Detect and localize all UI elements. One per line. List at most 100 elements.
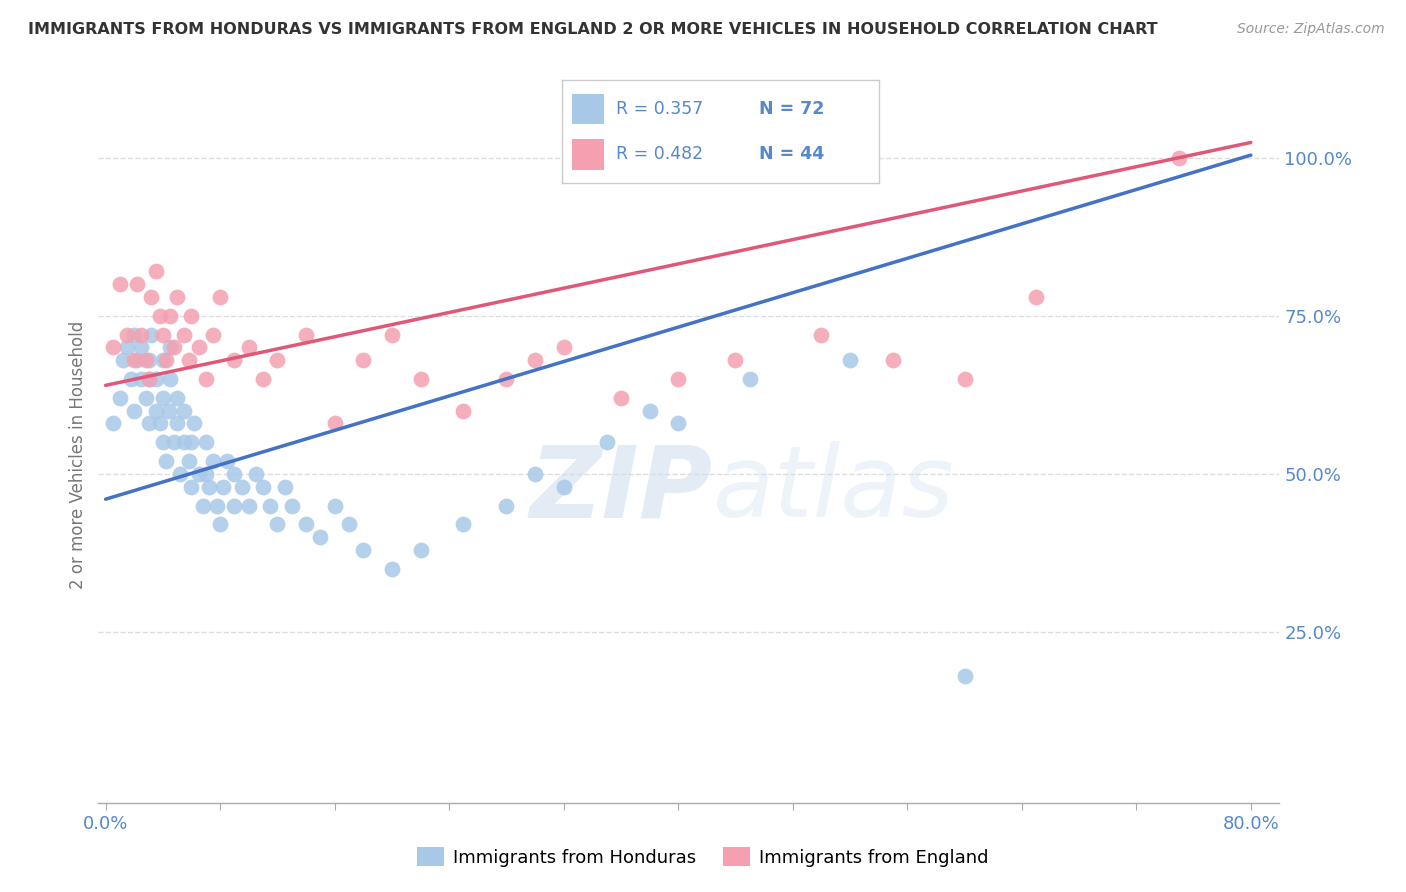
Point: [212, 479, 235, 493]
Point: [166, 391, 188, 405]
Point: [323, 499, 346, 513]
Point: [138, 417, 160, 431]
Point: [122, 327, 145, 342]
Point: [145, 264, 167, 278]
Point: [409, 372, 432, 386]
Point: [115, 327, 138, 342]
Point: [224, 353, 246, 368]
Point: [145, 372, 167, 386]
Point: [201, 327, 224, 342]
Point: [453, 517, 475, 532]
Point: [169, 467, 191, 481]
Point: [101, 340, 124, 354]
Point: [163, 435, 186, 450]
Point: [131, 372, 153, 386]
Point: [138, 372, 160, 386]
Point: [157, 403, 180, 417]
Point: [194, 435, 217, 450]
Point: [152, 353, 174, 368]
Point: [166, 290, 188, 304]
Point: [638, 403, 661, 417]
Point: [352, 542, 374, 557]
Point: [201, 454, 224, 468]
Point: [187, 340, 209, 354]
Point: [882, 353, 904, 368]
Point: [125, 353, 148, 368]
Point: [131, 340, 153, 354]
Point: [138, 353, 160, 368]
Text: IMMIGRANTS FROM HONDURAS VS IMMIGRANTS FROM ENGLAND 2 OR MORE VEHICLES IN HOUSEH: IMMIGRANTS FROM HONDURAS VS IMMIGRANTS F…: [28, 22, 1157, 37]
Point: [135, 391, 157, 405]
Point: [295, 517, 318, 532]
Point: [115, 340, 138, 354]
Point: [122, 353, 145, 368]
Point: [152, 327, 174, 342]
Point: [177, 454, 200, 468]
Point: [173, 403, 195, 417]
Point: [122, 403, 145, 417]
FancyBboxPatch shape: [572, 139, 603, 169]
Point: [111, 353, 134, 368]
Point: [352, 353, 374, 368]
Text: ZIP: ZIP: [530, 442, 713, 538]
Point: [524, 353, 547, 368]
Point: [180, 479, 202, 493]
Point: [381, 327, 404, 342]
Point: [953, 372, 976, 386]
Legend: Immigrants from Honduras, Immigrants from England: Immigrants from Honduras, Immigrants fro…: [409, 840, 997, 874]
Point: [183, 417, 205, 431]
Point: [180, 309, 202, 323]
Point: [163, 340, 186, 354]
Point: [273, 479, 295, 493]
Point: [245, 467, 267, 481]
Point: [152, 391, 174, 405]
Point: [259, 499, 281, 513]
Point: [953, 669, 976, 683]
Text: N = 44: N = 44: [759, 145, 824, 163]
Point: [595, 435, 617, 450]
Point: [323, 417, 346, 431]
Point: [810, 327, 832, 342]
Point: [666, 372, 689, 386]
Point: [180, 435, 202, 450]
Point: [252, 479, 274, 493]
Point: [166, 417, 188, 431]
Text: R = 0.357: R = 0.357: [616, 100, 703, 118]
Point: [1025, 290, 1047, 304]
Point: [553, 479, 575, 493]
Point: [224, 499, 246, 513]
Point: [138, 372, 160, 386]
Point: [194, 467, 217, 481]
Point: [159, 309, 181, 323]
Point: [191, 499, 214, 513]
Point: [131, 327, 153, 342]
Point: [495, 372, 517, 386]
Text: R = 0.482: R = 0.482: [616, 145, 703, 163]
Point: [381, 562, 404, 576]
Point: [155, 454, 177, 468]
Point: [553, 340, 575, 354]
Point: [159, 372, 181, 386]
Point: [337, 517, 360, 532]
Point: [839, 353, 862, 368]
Point: [207, 499, 229, 513]
Text: Source: ZipAtlas.com: Source: ZipAtlas.com: [1237, 22, 1385, 37]
Point: [108, 391, 131, 405]
Point: [173, 327, 195, 342]
Point: [155, 353, 177, 368]
Point: [309, 530, 332, 544]
Point: [266, 517, 288, 532]
Point: [1168, 151, 1191, 165]
Point: [295, 327, 318, 342]
FancyBboxPatch shape: [572, 94, 603, 124]
Text: atlas: atlas: [713, 442, 955, 538]
Point: [209, 290, 232, 304]
Point: [177, 353, 200, 368]
Point: [108, 277, 131, 292]
Point: [495, 499, 517, 513]
Point: [159, 340, 181, 354]
Point: [724, 353, 747, 368]
Point: [141, 327, 163, 342]
Point: [738, 372, 761, 386]
Point: [197, 479, 219, 493]
